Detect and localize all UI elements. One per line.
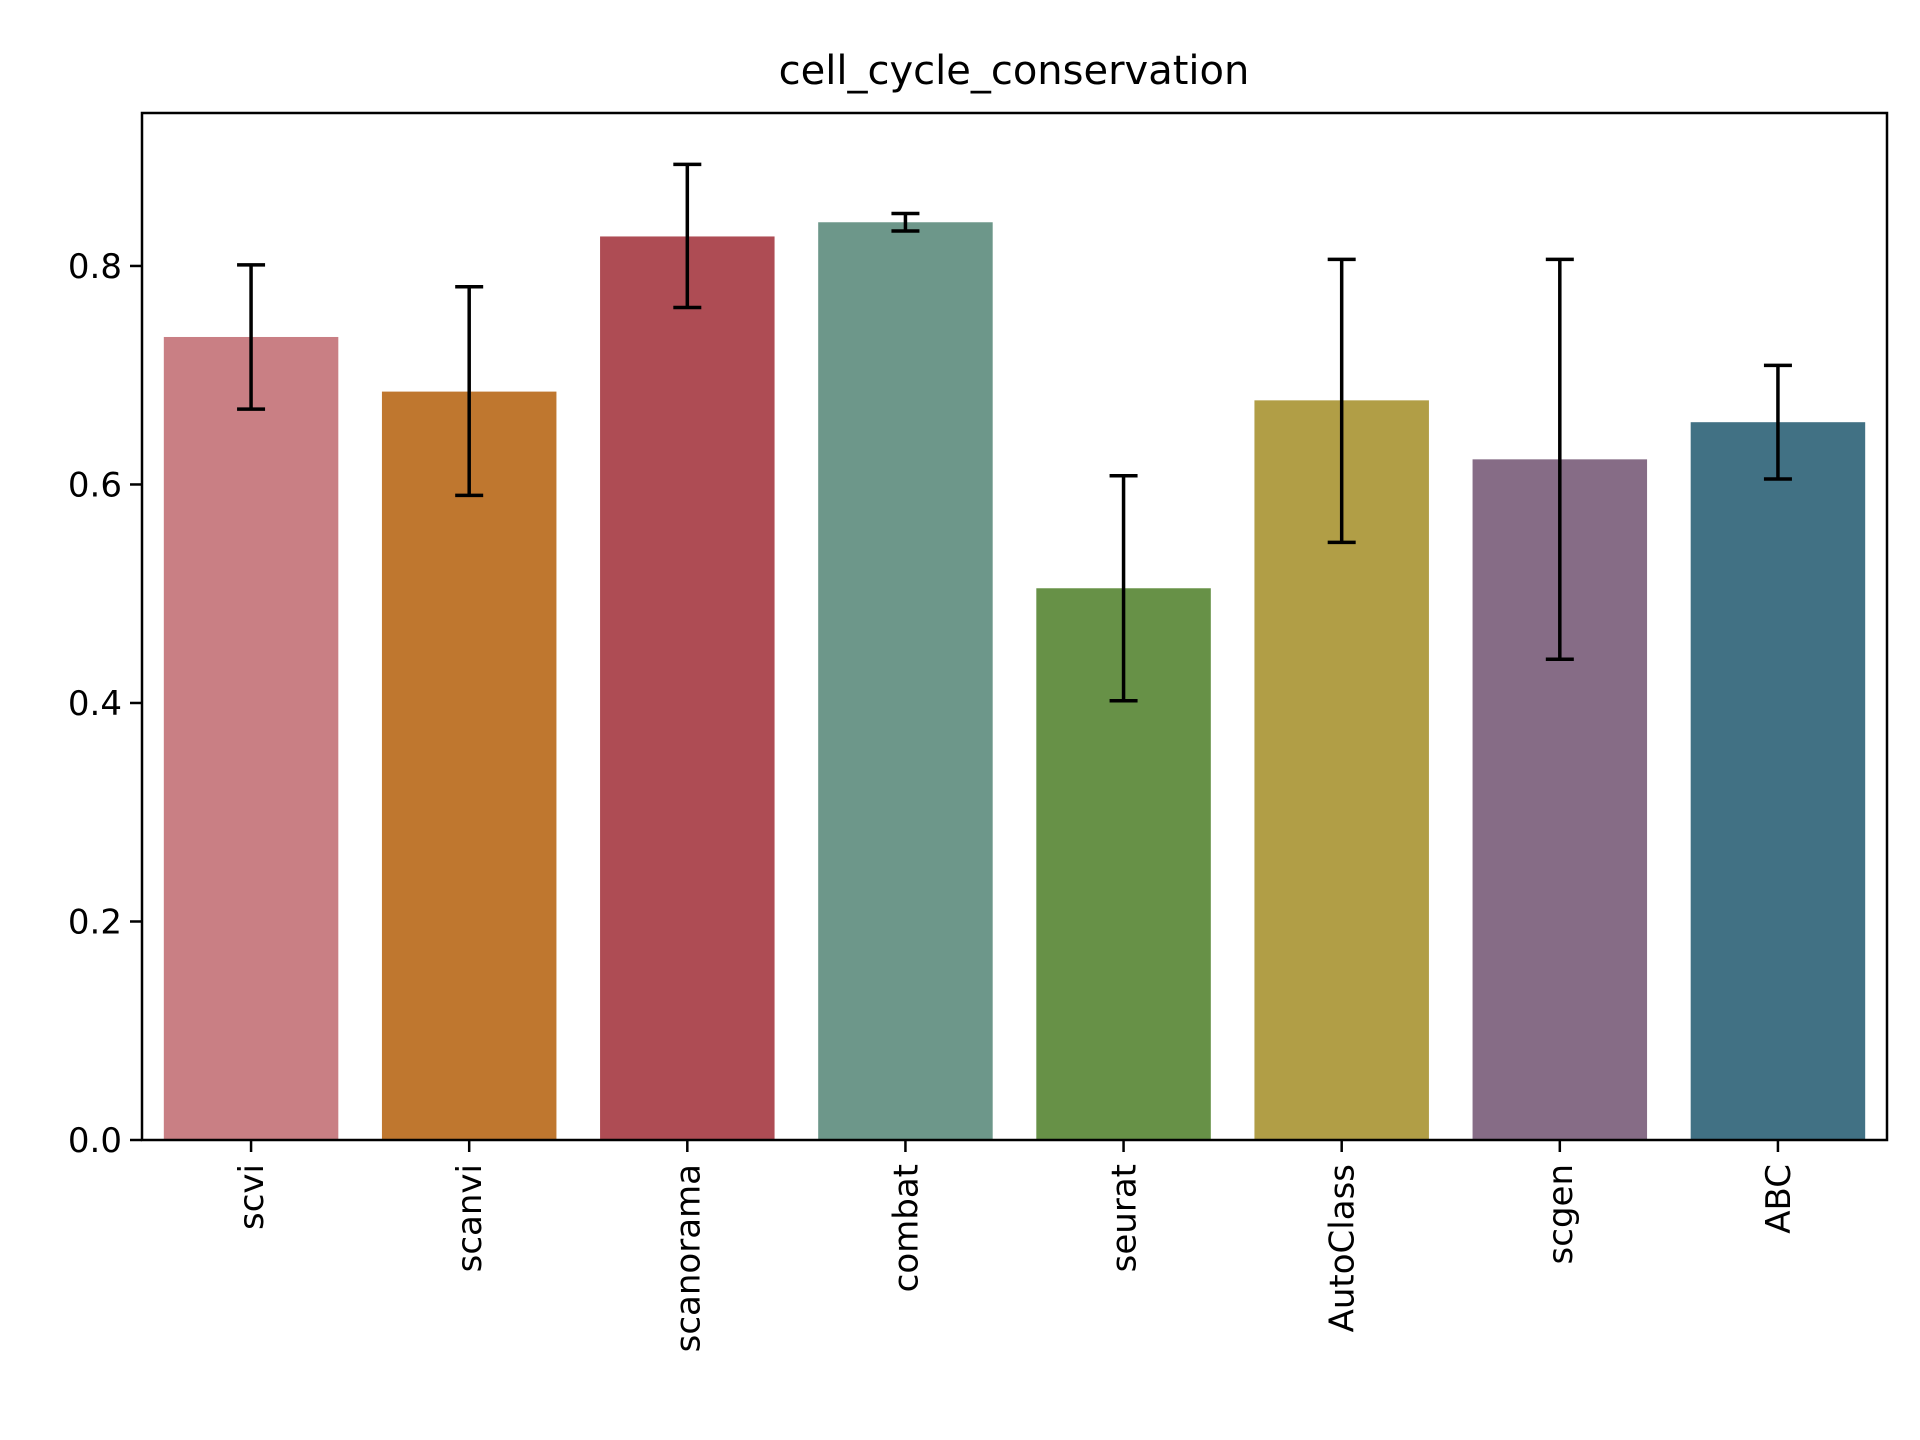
error-bars-layer [237,162,1792,703]
x-tick-label-scvi: scvi [232,1164,272,1230]
y-tick-label: 0.2 [68,902,122,942]
bar-abc [1690,422,1866,1140]
x-tick-label-combat: combat [886,1164,926,1292]
x-tick-label-abc: ABC [1759,1164,1799,1234]
error-bar-scvi [237,263,266,411]
y-tick-label: 0.8 [68,247,122,287]
bar-combat [818,222,993,1141]
x-axis: scvi scanvi scanorama combat seurat AutoClass… [232,1140,1799,1352]
x-tick-label-scanvi: scanvi [450,1164,490,1272]
x-tick-label-scgen: scgen [1541,1164,1581,1264]
error-bar-combat [891,211,920,233]
x-tick-label-seurat: seurat [1105,1164,1145,1272]
x-tick-label-autoclass: AutoClass [1323,1164,1363,1332]
y-axis: 0.0 0.2 0.4 0.6 0.8 [68,247,142,1161]
bar-scanvi [381,391,557,1140]
error-bar-seurat [1109,473,1138,703]
error-bar-scgen [1545,257,1574,662]
bar-scvi [163,336,339,1141]
bars-layer [163,222,1866,1141]
chart-title: cell_cycle_conservation [779,48,1250,94]
y-tick-label: 0.4 [68,684,122,724]
y-tick-label: 0.6 [68,465,122,505]
error-bar-scanorama [673,162,702,310]
y-tick-label: 0.0 [68,1121,122,1161]
error-bar-autoclass [1327,257,1356,545]
bar-scanorama [600,236,775,1141]
plot-frame [140,111,1889,1142]
error-bar-abc [1763,363,1792,481]
error-bar-scanvi [455,284,484,498]
x-tick-label-scanorama: scanorama [668,1164,708,1352]
